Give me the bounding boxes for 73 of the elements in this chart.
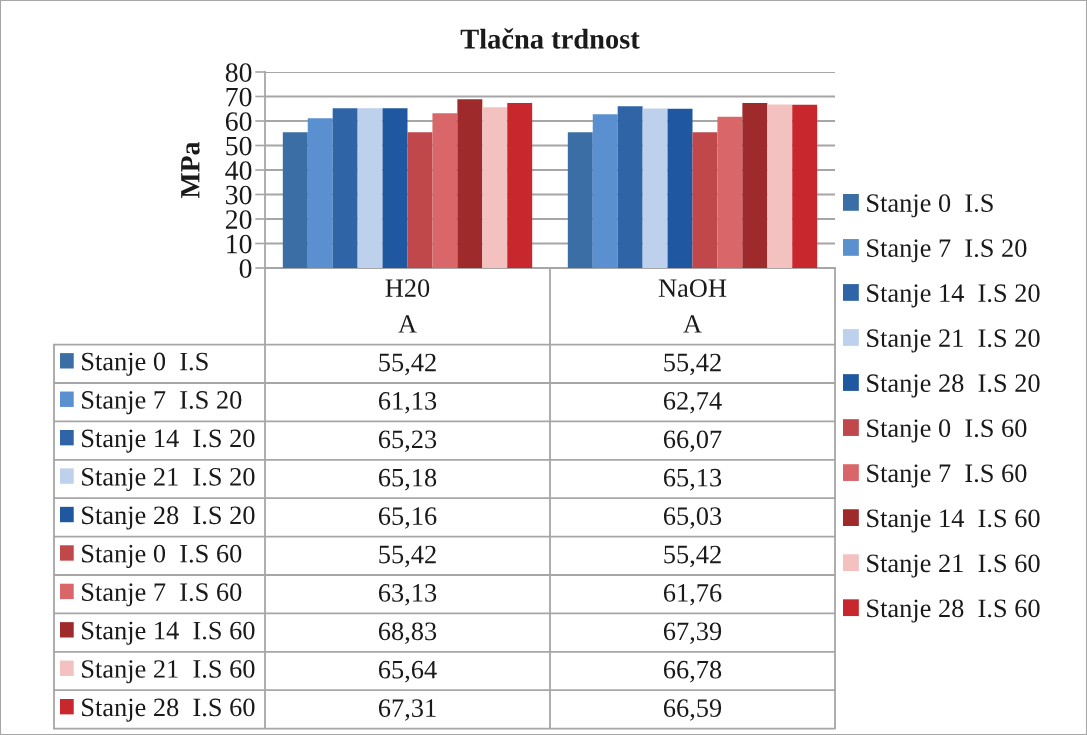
text: Stanje 0 I.S 60 [82,544,242,568]
text: Stanje 14 I.S 60 [82,621,255,645]
legend-label: Stanje 21 I.S 20 [867,329,1040,353]
text: Stanje 14 I.S 20 [867,284,1040,308]
y-tick-label: 10 [227,234,252,254]
text: Stanje 7 I.S 60 [82,583,242,607]
bar [692,132,718,268]
bar [767,104,793,268]
y-tick-label: 80 [225,63,252,82]
y-tick-label: 30 [226,185,252,205]
legend-label: Stanje 7 I.S 20 [82,391,242,415]
legend-label: Stanje 28 I.S 60 [867,599,1040,623]
data-label: 65,13 [663,468,722,491]
data-label: 67,31 [378,699,436,721]
data-label: 55,42 [664,545,721,568]
legend-label: Stanje 0 I.S 60 [867,419,1027,443]
text: Stanje 7 I.S 20 [867,239,1027,263]
bar [332,108,358,268]
bar [617,106,643,268]
data-label: 66,07 [663,430,722,452]
bar [457,99,483,268]
bar [717,116,743,268]
bar [357,108,383,268]
data-label: 65,03 [663,507,722,529]
text: Stanje 21 I.S 20 [82,467,255,492]
text: Stanje 28 I.S 20 [82,506,255,530]
data-label: 66,78 [663,660,722,683]
data-label: 55,42 [379,353,436,376]
bar [567,132,593,268]
legend-label: Stanje 7 I.S 60 [867,464,1027,488]
chart-title: Tlačna trdnost [460,28,640,49]
text: Stanje 21 I.S 60 [82,660,255,684]
bar [307,118,333,268]
data-label: 55,42 [379,545,436,568]
text: Stanje 28 I.S 60 [82,698,255,722]
legend-label: Stanje 14 I.S 60 [867,509,1040,533]
bar [282,132,308,268]
data-label: 65,18 [378,468,437,491]
legend-label: Stanje 28 I.S 20 [867,374,1040,398]
data-label: 68,83 [378,622,437,644]
data-label: 61,76 [663,584,722,606]
data-label: 61,13 [378,392,437,414]
legend-label: Stanje 21 I.S 60 [867,554,1040,578]
y-tick-label: 20 [225,210,252,229]
data-label: 66,59 [663,699,722,721]
data-label: 65,16 [378,507,437,529]
data-label: 55,42 [664,353,721,376]
x-tick-label: H20 A [385,279,430,333]
bar [507,103,533,268]
data-label: 65,23 [378,430,437,452]
y-axis-title: MPa [181,141,200,199]
bar [742,102,768,268]
bar [592,114,618,268]
bar [482,107,508,268]
text: Stanje 0 I.S [867,194,993,218]
y-tick-label: 60 [225,112,252,131]
bar [642,108,668,268]
bar [432,113,458,268]
y-tick-label: 40 [225,161,252,180]
data-label: 63,13 [378,584,437,606]
legend-label: Stanje 14 I.S 20 [82,429,255,453]
legend-label: Stanje 0 I.S [82,352,208,376]
bar [407,132,433,268]
data-label: 67,39 [663,622,722,644]
bar [382,108,408,268]
bar [792,104,818,268]
data-label: 65,64 [378,660,437,683]
y-tick-label: 50 [226,136,252,156]
x-tick-label: NaOH A [658,279,727,333]
data-label: 62,74 [663,392,722,414]
y-tick-label: 70 [226,87,252,107]
y-tick-label: 0 [239,259,252,278]
bar [667,108,693,268]
